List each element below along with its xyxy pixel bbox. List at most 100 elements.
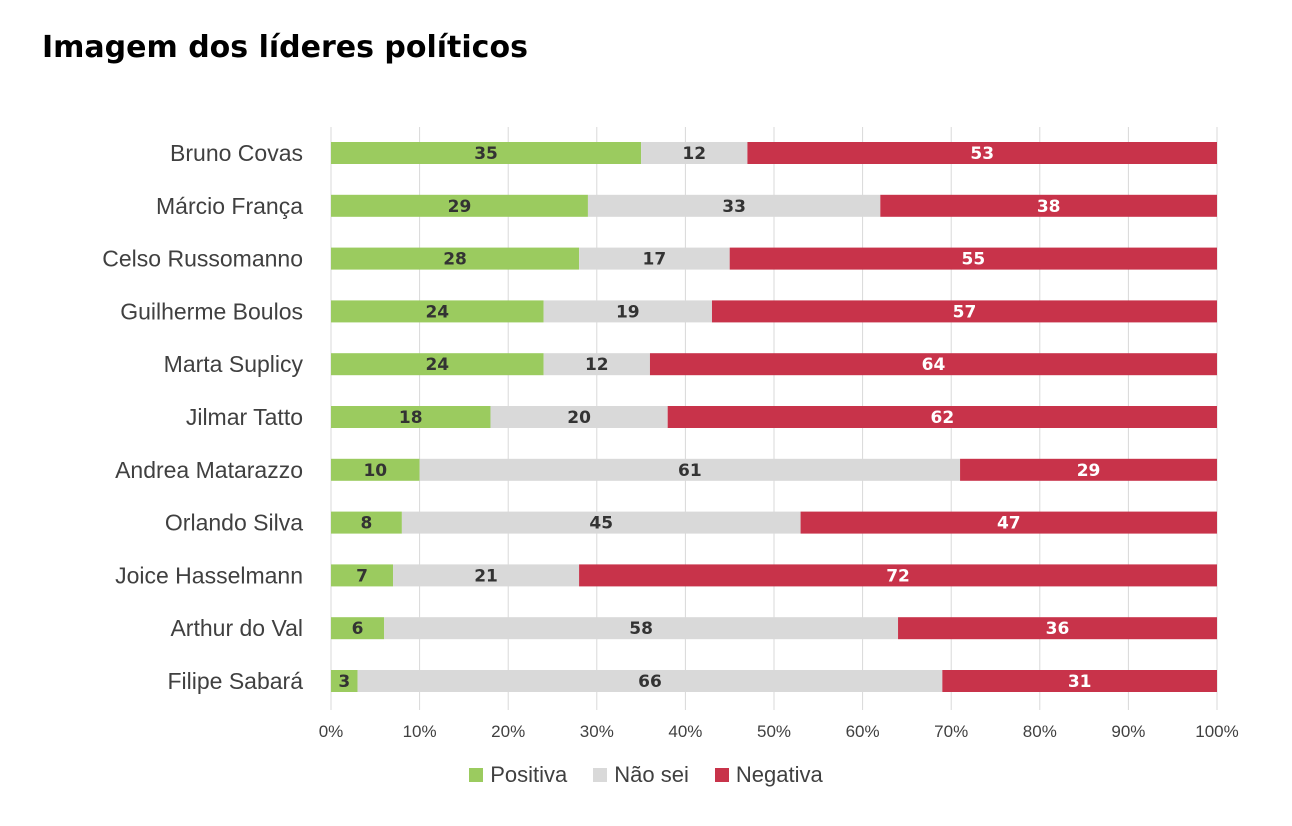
legend-item: Negativa <box>714 762 823 788</box>
chart-title: Imagem dos líderes políticos <box>42 30 528 65</box>
category-label: Guilherme Boulos <box>120 298 303 324</box>
bar-segment <box>393 564 580 587</box>
data-label: 33 <box>722 197 746 217</box>
bar-segment <box>579 564 1217 587</box>
data-label: 20 <box>567 408 591 428</box>
data-label: 31 <box>1068 672 1092 692</box>
data-label: 24 <box>425 355 449 375</box>
legend-item: Não sei <box>593 762 689 788</box>
bar-segment <box>898 617 1217 640</box>
bar-segment <box>942 670 1217 692</box>
data-label: 12 <box>585 355 609 375</box>
bar-segment <box>747 142 1217 164</box>
category-label: Celso Russomanno <box>102 246 303 272</box>
x-tick-label: 30% <box>580 722 614 741</box>
legend-swatch <box>469 768 484 782</box>
x-tick-label: 60% <box>846 722 880 741</box>
data-label: 64 <box>922 355 946 375</box>
data-label: 17 <box>643 250 667 270</box>
data-label: 45 <box>589 514 613 534</box>
x-tick-label: 80% <box>1023 722 1057 741</box>
x-tick-label: 90% <box>1111 722 1145 741</box>
data-label: 28 <box>443 250 467 270</box>
data-label: 36 <box>1046 619 1070 639</box>
data-label: 3 <box>338 672 350 692</box>
bar-segment <box>543 300 712 323</box>
bar-segment <box>960 458 1217 481</box>
bar-segment <box>331 247 580 270</box>
category-labels: Bruno Covas Márcio França Celso Russomanno… <box>102 140 303 694</box>
data-label: 55 <box>962 250 986 270</box>
x-tick-label: 0% <box>319 722 344 741</box>
legend-swatch <box>593 768 608 782</box>
bar-segment <box>587 194 881 217</box>
bar-segment <box>579 247 730 270</box>
x-tick-label: 40% <box>668 722 702 741</box>
category-label: Bruno Covas <box>170 140 303 166</box>
category-label: Arthur do Val <box>170 615 303 641</box>
bars <box>331 142 1217 692</box>
data-label: 8 <box>361 514 373 534</box>
bar-segment <box>490 406 668 428</box>
bar-segment <box>331 142 642 164</box>
bar-segment <box>331 511 402 534</box>
bar-segment <box>729 247 1217 270</box>
data-label: 62 <box>931 408 955 428</box>
bar-segment <box>331 458 420 481</box>
data-label: 58 <box>629 619 653 639</box>
bar-segment <box>384 617 899 640</box>
bar-segment <box>401 511 801 534</box>
category-label: Márcio França <box>156 193 303 219</box>
bar-segment <box>419 458 961 481</box>
bar-segment <box>331 194 588 217</box>
data-label: 38 <box>1037 197 1061 217</box>
data-label: 24 <box>425 302 449 322</box>
data-label: 12 <box>682 144 706 164</box>
category-label: Jilmar Tatto <box>186 404 303 430</box>
category-label: Marta Suplicy <box>164 351 304 377</box>
data-label: 7 <box>356 566 368 586</box>
legend-label: Positiva <box>490 762 568 787</box>
data-label: 6 <box>352 619 364 639</box>
x-tick-label: 50% <box>757 722 791 741</box>
bar-segment <box>331 353 544 376</box>
x-tick-label: 70% <box>934 722 968 741</box>
category-label: Andrea Matarazzo <box>115 457 303 483</box>
data-label: 66 <box>638 672 662 692</box>
x-tick-label: 20% <box>491 722 525 741</box>
x-axis-tick-labels: 0% 10% 20% 30% 40% 50% 60% 70% 80% 90% 100% <box>319 722 1239 741</box>
x-tick-label: 10% <box>403 722 437 741</box>
bar-segment <box>331 406 491 428</box>
data-label: 19 <box>616 302 640 322</box>
data-label: 47 <box>997 514 1021 534</box>
legend: Positiva Não sei Negativa <box>0 762 1292 788</box>
bar-segment <box>800 511 1217 534</box>
data-label: 72 <box>886 566 910 586</box>
data-label: 57 <box>953 302 977 322</box>
bar-segment <box>331 617 385 640</box>
bar-segment <box>357 670 943 692</box>
bar-segment <box>880 194 1217 217</box>
data-label: 29 <box>1077 461 1101 481</box>
legend-label: Negativa <box>735 762 823 787</box>
x-tick-label: 100% <box>1195 722 1238 741</box>
data-label: 10 <box>363 461 387 481</box>
bar-segment <box>543 353 650 376</box>
data-label: 35 <box>474 144 498 164</box>
bar-segment <box>649 353 1217 376</box>
data-label: 61 <box>678 461 702 481</box>
category-label: Filipe Sabará <box>167 668 303 694</box>
category-label: Orlando Silva <box>165 510 303 536</box>
bar-segment <box>667 406 1217 428</box>
legend-item: Positiva <box>469 762 567 788</box>
bar-segment <box>641 142 748 164</box>
bar-segment <box>331 300 544 323</box>
legend-label: Não sei <box>614 762 689 787</box>
bar-segment <box>711 300 1217 323</box>
category-label: Joice Hasselmann <box>115 562 303 588</box>
data-label: 18 <box>399 408 423 428</box>
data-label: 21 <box>474 566 498 586</box>
bar-segment <box>331 564 394 587</box>
